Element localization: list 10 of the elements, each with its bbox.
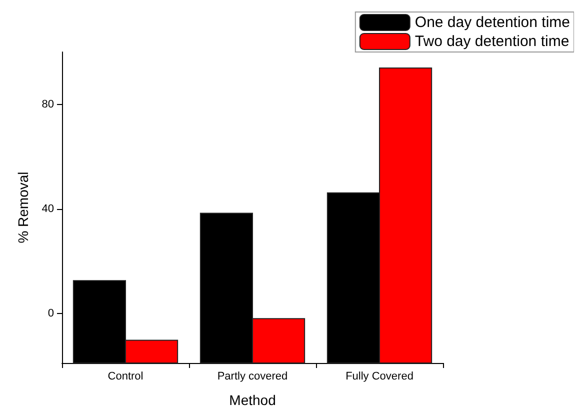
- y-tick-label: 80: [42, 98, 54, 110]
- legend-label: Two day detention time: [414, 33, 570, 50]
- x-tick-label: Control: [108, 370, 144, 382]
- x-tick-label: Partly covered: [217, 370, 288, 382]
- x-axis-title: Method: [229, 392, 276, 408]
- y-tick-label: 40: [42, 202, 54, 215]
- y-tick-label: 0: [48, 307, 54, 320]
- x-tick-label: Fully Covered: [346, 370, 414, 382]
- legend-label: One day detention time: [414, 14, 570, 31]
- y-axis-title: % Removal: [15, 172, 31, 244]
